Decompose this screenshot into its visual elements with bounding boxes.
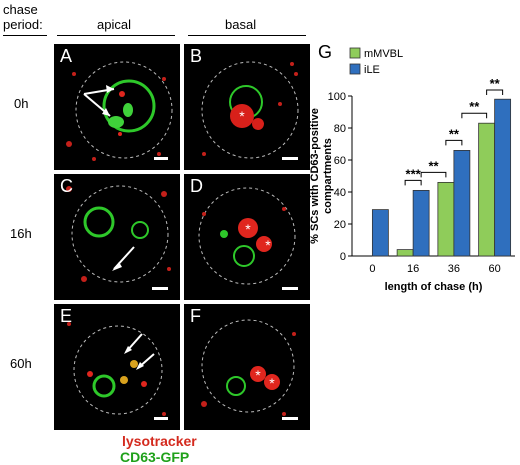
bar-mMVBL-16 [396, 249, 414, 257]
row-label-0h: 0h [14, 96, 29, 111]
column-header-basal: basal [225, 17, 257, 32]
y-tick-label: 0 [340, 251, 346, 263]
svg-text:*: * [245, 221, 251, 237]
bar-iLE-36 [453, 150, 471, 257]
svg-text:*: * [269, 375, 275, 391]
y-axis-label: % SCs with CD63-positivecompartments [309, 108, 334, 244]
y-tick-label: 20 [334, 219, 346, 231]
y-tick-label: 40 [334, 187, 346, 199]
legend-label-mMVBL: mMVBL [364, 48, 403, 60]
significance-bracket [445, 139, 463, 146]
x-axis-label: length of chase (h) [385, 281, 483, 293]
header-rule-chase [3, 35, 47, 36]
svg-text:*: * [239, 108, 245, 124]
micrograph-image-e [67, 322, 168, 420]
micrograph-panel-f: * * F [184, 304, 310, 430]
y-tick-label: 100 [328, 91, 346, 103]
panel-label-c: C [60, 176, 73, 196]
header-rule-basal [188, 35, 306, 36]
panel-label-f: F [190, 306, 201, 326]
significance-bracket [420, 171, 447, 178]
micrograph-panel-c: C [54, 174, 180, 300]
chase-period-label: chase period: [3, 2, 43, 32]
panel-label-g: G [318, 42, 333, 62]
bar-iLE-60 [494, 98, 512, 257]
x-tick-label: 16 [407, 263, 419, 275]
x-tick-label: 60 [489, 263, 501, 275]
micrograph-image-d: * * [198, 187, 298, 290]
svg-text:*: * [255, 367, 261, 383]
stain-legend-cd63: CD63-GFP [120, 449, 190, 465]
svg-text:*: * [265, 237, 271, 253]
micrograph-panel-a: A [54, 44, 180, 170]
micrograph-image-a [66, 61, 173, 161]
panel-label-b: B [190, 46, 203, 66]
micrograph-panel-b: * B [184, 44, 310, 170]
legend-swatch-iLE [349, 63, 361, 75]
panel-label-a: A [60, 46, 73, 66]
bar-mMVBL-60 [478, 122, 496, 257]
stain-legend-lysotracker: lysotracker [122, 433, 197, 449]
significance-bracket [486, 89, 504, 95]
significance-stars: *** [406, 166, 422, 181]
micrograph-panel-e: E [54, 304, 180, 430]
significance-stars: ** [428, 158, 439, 173]
x-tick-label: 0 [369, 263, 375, 275]
row-label-16h: 16h [10, 226, 32, 241]
bar-iLE-0 [371, 209, 389, 257]
significance-bracket [404, 179, 422, 186]
row-label-60h: 60h [10, 356, 32, 371]
bar-mMVBL-36 [437, 181, 455, 257]
micrograph-panel-d: * * D [184, 174, 310, 300]
legend-swatch-mMVBL [349, 47, 361, 59]
micrograph-image-b: * [201, 61, 299, 160]
y-tick-label: 60 [334, 155, 346, 167]
significance-stars: ** [469, 99, 480, 114]
y-tick-label: 80 [334, 123, 346, 135]
significance-stars: ** [490, 76, 501, 91]
x-tick-label: 36 [448, 263, 460, 275]
column-header-apical: apical [97, 17, 131, 32]
micrograph-image-f: * * [201, 319, 298, 420]
header-rule-apical [57, 35, 175, 36]
bar-iLE-16 [412, 189, 430, 257]
panel-label-d: D [190, 176, 203, 196]
panel-label-e: E [60, 306, 73, 326]
significance-stars: ** [449, 126, 460, 141]
micrograph-image-c [66, 185, 171, 290]
legend-label-iLE: iLE [364, 64, 380, 76]
significance-bracket [461, 112, 488, 119]
